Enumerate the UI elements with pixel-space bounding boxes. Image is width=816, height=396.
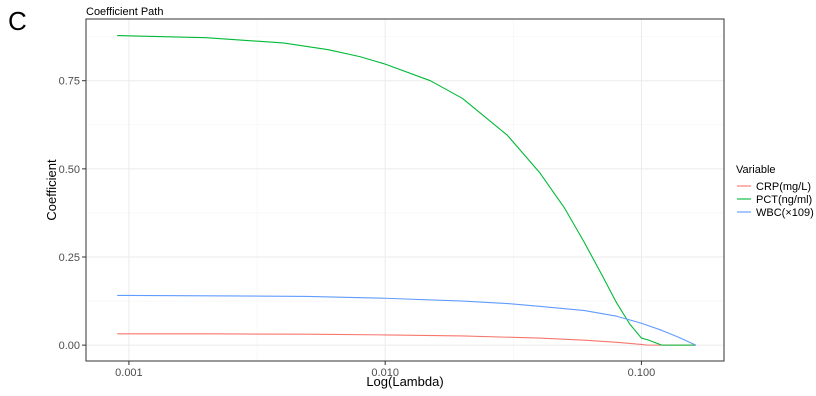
panel-label: C xyxy=(8,6,27,36)
x-axis-ticks: 0.001 0.010 0.100 xyxy=(115,361,655,379)
y-axis-ticks: 0.00 0.25 0.50 0.75 xyxy=(59,76,86,352)
legend-label: CRP(mg/L) xyxy=(756,181,811,193)
x-tick-label: 0.001 xyxy=(115,367,143,379)
legend-item: PCT(ng/ml) xyxy=(737,194,812,206)
y-tick-label: 0.00 xyxy=(59,340,80,352)
legend-label: WBC(×109) xyxy=(756,207,814,219)
gridlines xyxy=(86,19,724,361)
y-tick-label: 0.75 xyxy=(59,76,80,88)
y-tick-label: 0.50 xyxy=(59,164,80,176)
plot-border xyxy=(85,18,725,362)
y-tick-label: 0.25 xyxy=(59,252,80,264)
x-tick-label: 0.010 xyxy=(371,367,399,379)
x-axis-title: Log(Lambda) xyxy=(366,374,443,389)
series-lines xyxy=(117,35,697,346)
chart-title: Coefficient Path xyxy=(86,6,163,18)
plot-background xyxy=(86,19,724,361)
legend-title: Variable xyxy=(736,164,776,176)
y-axis-title: Coefficient xyxy=(44,159,59,221)
legend: Variable CRP(mg/L)PCT(ng/ml)WBC(×109) xyxy=(736,164,814,219)
x-tick-label: 0.100 xyxy=(628,367,656,379)
legend-item: WBC(×109) xyxy=(737,207,814,219)
series-line-pct-ng-ml xyxy=(117,35,696,346)
legend-label: PCT(ng/ml) xyxy=(756,194,812,206)
legend-item: CRP(mg/L) xyxy=(737,181,811,193)
plot-area xyxy=(85,18,725,362)
series-line-crp-mg-l xyxy=(117,333,696,346)
series-line-wbc-109 xyxy=(117,294,697,346)
